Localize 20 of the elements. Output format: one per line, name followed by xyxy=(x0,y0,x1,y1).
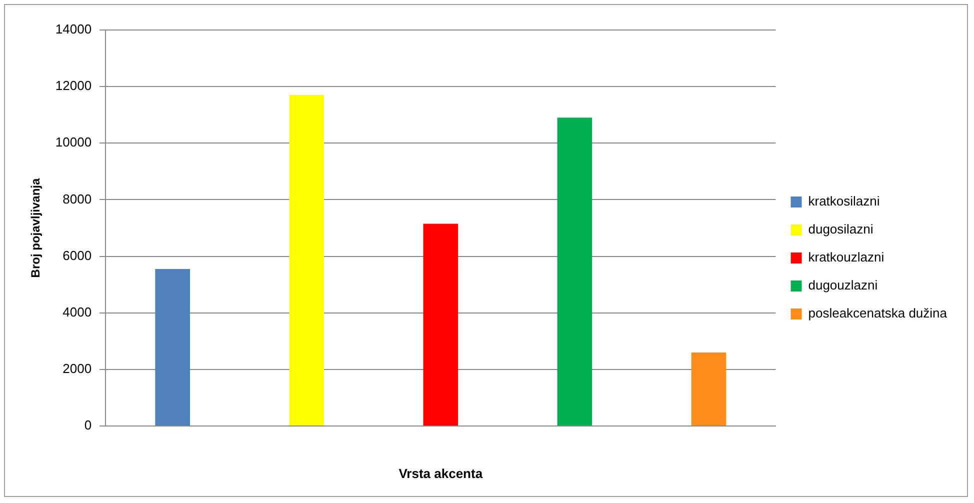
bar xyxy=(423,224,458,426)
y-tick-label: 2000 xyxy=(62,361,92,376)
y-tick-label: 6000 xyxy=(62,248,92,263)
legend-label: kratkosilazni xyxy=(808,194,880,209)
bar xyxy=(557,118,592,426)
y-tick-label: 10000 xyxy=(55,134,92,150)
bar xyxy=(289,95,324,426)
y-axis-title: Broj pojavljivanja xyxy=(28,178,43,278)
y-tick-label: 12000 xyxy=(55,78,92,94)
legend-label: posleakcenatska dužina xyxy=(808,306,948,321)
y-tick-label: 4000 xyxy=(62,304,92,320)
bar xyxy=(155,269,190,426)
y-tick-label: 8000 xyxy=(62,191,92,206)
legend-label: kratkouzlazni xyxy=(808,250,884,265)
legend-label: dugosilazni xyxy=(808,222,874,237)
x-axis-title: Vrsta akcenta xyxy=(398,466,484,481)
bar xyxy=(691,352,726,426)
y-tick-label: 0 xyxy=(84,418,92,433)
y-tick-label: 14000 xyxy=(55,22,92,37)
legend-label: dugouzlazni xyxy=(808,278,878,293)
